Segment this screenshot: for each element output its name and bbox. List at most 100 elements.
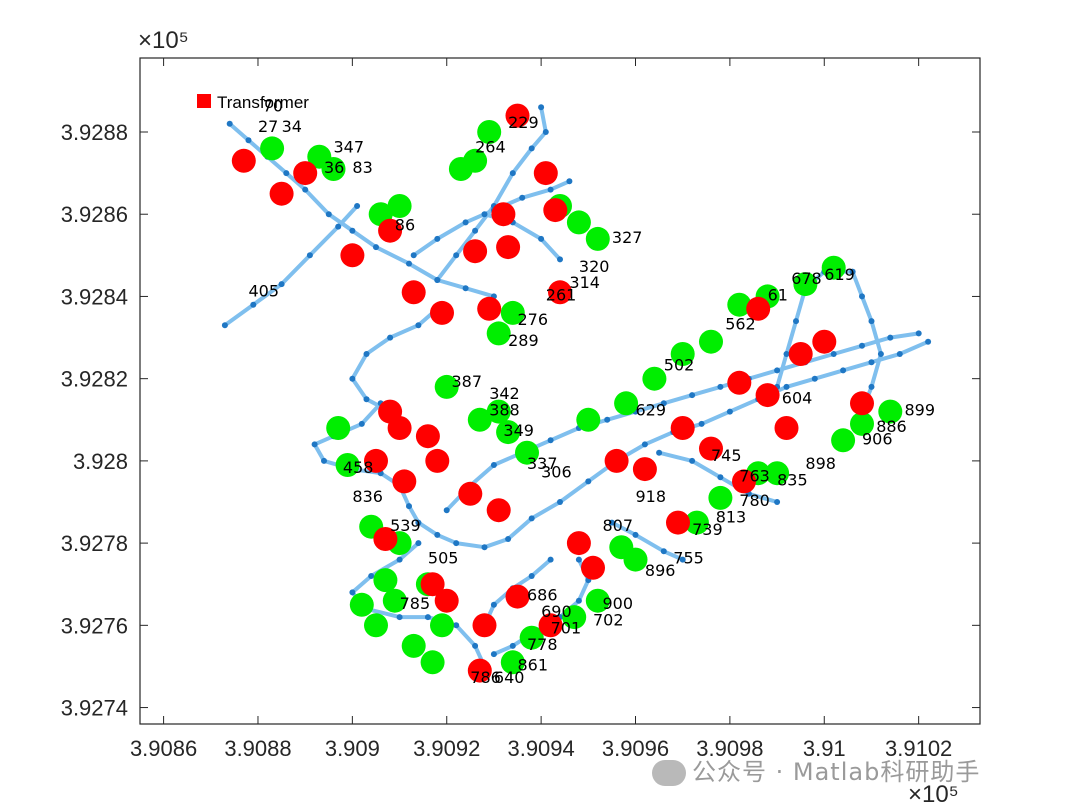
transformer-marker-27 xyxy=(538,613,563,638)
x-tick-label-7: 3.91 xyxy=(803,736,846,761)
node-label-31: 678 xyxy=(791,269,822,288)
transformer-marker-7 xyxy=(463,239,488,264)
transformer-marker-24 xyxy=(581,555,605,580)
load-marker-14 xyxy=(382,588,407,613)
node-label-32: 619 xyxy=(824,265,855,284)
feeder-line-14 xyxy=(850,269,883,414)
load-marker-32 xyxy=(562,605,587,630)
feeder-node-6-16 xyxy=(585,478,592,485)
feeder-node-7-4 xyxy=(547,437,554,444)
node-label-23: 836 xyxy=(352,487,383,506)
feeder-line-11 xyxy=(609,520,685,562)
load-marker-28 xyxy=(434,374,459,399)
node-label-43: 896 xyxy=(645,561,676,580)
load-marker-11 xyxy=(486,321,511,346)
feeder-node-1-1 xyxy=(250,301,257,308)
feeder-node-6-4 xyxy=(321,457,327,464)
load-marker-7 xyxy=(477,120,502,144)
feeder-node-2-1 xyxy=(434,235,441,242)
transformer-marker-10 xyxy=(505,103,530,128)
load-marker-18 xyxy=(420,650,445,675)
load-marker-30 xyxy=(500,650,525,675)
feeder-node-3-4 xyxy=(509,170,516,177)
node-label-19: 349 xyxy=(503,421,534,440)
feeder-node-7-8 xyxy=(660,400,667,407)
feeder-node-6-1 xyxy=(358,420,365,427)
feeder-node-12-4 xyxy=(774,499,781,505)
load-marker-41 xyxy=(850,411,874,436)
node-label-45: 702 xyxy=(593,610,624,629)
feeder-node-7-0 xyxy=(443,507,450,514)
feeder-node-6-26 xyxy=(868,359,875,366)
node-label-3: 347 xyxy=(334,138,365,157)
feeder-node-6-21 xyxy=(726,408,733,415)
node-label-51: 686 xyxy=(527,586,558,605)
feeder-node-7-14 xyxy=(830,351,837,357)
transformer-marker-3 xyxy=(340,243,365,268)
feeder-node-6-15 xyxy=(557,499,563,505)
feeder-node-10-0 xyxy=(575,556,582,563)
node-label-38: 763 xyxy=(739,466,770,485)
feeder-node-0-6 xyxy=(349,227,356,234)
transformer-marker-12 xyxy=(543,198,568,223)
feeder-node-0-8 xyxy=(406,260,412,267)
load-marker-50 xyxy=(793,272,818,297)
feeder-node-13-1 xyxy=(783,351,790,357)
node-label-44: 900 xyxy=(603,594,634,613)
feeder-node-6-12 xyxy=(481,544,488,551)
node-label-11: 327 xyxy=(612,228,643,247)
watermark: 公众号 · Matlab科研助手 xyxy=(652,752,980,787)
x-tick-label-3: 3.9092 xyxy=(413,736,480,761)
node-label-41: 739 xyxy=(692,520,723,539)
load-marker-24 xyxy=(401,633,426,658)
x-tick-label-5: 3.9096 xyxy=(602,736,669,761)
feeder-node-3-1 xyxy=(453,252,460,259)
transformer-marker-35 xyxy=(699,436,723,461)
node-label-48: 861 xyxy=(518,656,549,675)
feeder-node-7-15 xyxy=(859,342,865,349)
legend-label-transformer: Transformer xyxy=(217,93,309,112)
feeder-node-8-5 xyxy=(396,614,403,621)
load-marker-22 xyxy=(349,592,374,617)
feeder-node-7-6 xyxy=(604,416,611,423)
node-label-27: 629 xyxy=(636,401,667,420)
node-label-37: 835 xyxy=(777,471,808,490)
feeder-node-3-5 xyxy=(528,145,535,152)
node-label-52: 690 xyxy=(541,602,572,621)
node-label-55: 604 xyxy=(782,388,813,407)
x-tick-label-6: 3.9098 xyxy=(696,736,763,761)
transformer-marker-25 xyxy=(505,584,530,609)
feeder-node-6-3 xyxy=(311,441,318,448)
transformer-marker-43 xyxy=(850,391,874,416)
transformer-marker-16 xyxy=(387,416,412,440)
feeder-node-12-2 xyxy=(717,474,724,481)
node-label-24: 539 xyxy=(390,516,421,535)
feeder-node-8-7 xyxy=(453,622,460,629)
load-marker-43 xyxy=(576,407,601,432)
node-label-4: 36 xyxy=(324,158,344,177)
load-marker-45 xyxy=(642,366,667,391)
feeder-node-4-3 xyxy=(557,256,563,263)
feeder-node-6-24 xyxy=(811,375,818,382)
feeder-node-6-8 xyxy=(406,503,412,510)
load-marker-17 xyxy=(430,613,454,638)
y-tick-label-0: 3.9274 xyxy=(61,696,128,721)
transformer-marker-5 xyxy=(401,280,426,305)
load-marker-6 xyxy=(463,148,488,173)
feeder-node-8-3 xyxy=(349,589,356,596)
node-label-10: 314 xyxy=(569,273,600,292)
feeder-node-14-2 xyxy=(868,318,875,325)
feeder-node-3-7 xyxy=(538,104,545,111)
node-label-34: 886 xyxy=(876,417,907,436)
feeder-node-6-11 xyxy=(453,540,460,547)
transformer-marker-32 xyxy=(604,448,629,473)
feeder-node-3-6 xyxy=(542,129,549,135)
feeder-node-4-2 xyxy=(538,235,545,242)
feeder-node-4-0 xyxy=(481,211,488,218)
x-tick-label-2: 3.909 xyxy=(325,736,380,761)
feeder-node-14-4 xyxy=(868,383,875,390)
transformer-marker-17 xyxy=(415,424,440,449)
transformer-marker-34 xyxy=(670,416,695,440)
feeder-node-5-1 xyxy=(415,322,422,329)
